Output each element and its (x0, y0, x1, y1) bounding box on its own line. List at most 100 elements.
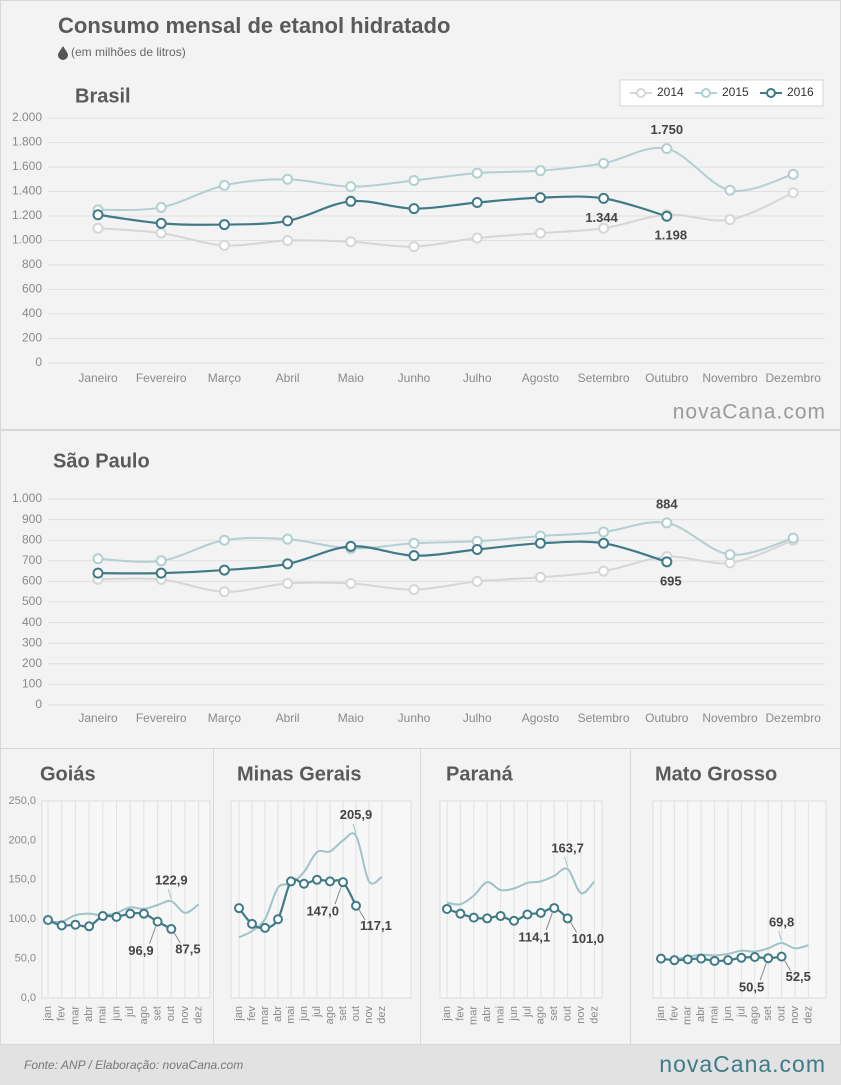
brasil-panel (0, 0, 841, 430)
data-point (351, 900, 361, 911)
x-tick-label: nov (789, 1006, 801, 1024)
data-point (471, 543, 483, 555)
y-tick-label: 500 (22, 594, 42, 608)
data-point (70, 919, 81, 930)
data-label: 1.750 (651, 122, 684, 137)
x-tick-label: mai (285, 1006, 297, 1024)
chart-title: Paraná (446, 763, 514, 785)
series-line (446, 867, 596, 906)
plot-area (230, 800, 412, 999)
y-tick-label: 1.400 (12, 184, 42, 198)
data-point (282, 558, 294, 570)
chart-title: Mato Grosso (655, 763, 777, 785)
y-tick-label: 50,0 (15, 953, 36, 965)
data-label: 96,9 (128, 943, 153, 958)
data-label: 50,5 (739, 980, 764, 995)
leader-line (784, 960, 792, 971)
data-point (282, 577, 294, 589)
x-tick-label: Junho (398, 371, 431, 385)
x-tick-label: ago (324, 1006, 336, 1024)
y-tick-label: 150,0 (8, 874, 36, 886)
y-tick-label: 1.000 (12, 491, 42, 505)
data-point (345, 540, 357, 552)
data-point (661, 517, 673, 529)
data-point (299, 878, 309, 889)
y-tick-label: 2.000 (12, 110, 42, 124)
data-point (345, 181, 357, 193)
brand-logo: novaCana.com (673, 401, 826, 424)
data-point (471, 197, 483, 209)
x-tick-label: Dezembro (766, 371, 822, 385)
data-point (166, 924, 177, 935)
data-point (709, 955, 720, 966)
x-tick-label: Junho (398, 711, 431, 725)
subtitle: (em milhões de litros) (71, 45, 186, 59)
data-point (482, 913, 493, 924)
legend-label: 2016 (787, 85, 814, 99)
data-point (218, 534, 230, 546)
chart-title: São Paulo (53, 450, 150, 472)
data-point (442, 903, 452, 914)
series-line (47, 911, 172, 931)
x-tick-label: abr (481, 1006, 493, 1022)
data-point (56, 920, 67, 931)
y-tick-label: 700 (22, 553, 42, 567)
data-point (338, 877, 348, 888)
y-tick-label: 600 (22, 282, 42, 296)
data-point (43, 914, 53, 925)
series-line (97, 540, 668, 575)
data-point (408, 584, 420, 596)
data-point (534, 192, 546, 204)
data-label: 1.198 (655, 228, 688, 243)
leader-line (570, 922, 578, 933)
leader-line (149, 926, 157, 944)
y-tick-label: 400 (22, 306, 42, 320)
x-tick-label: abr (272, 1006, 284, 1022)
data-point (408, 550, 420, 562)
y-tick-label: 250,0 (8, 795, 36, 807)
data-label: 695 (660, 573, 682, 588)
footer-bar (0, 1045, 841, 1085)
data-point (325, 876, 335, 887)
y-tick-label: 0 (35, 355, 42, 369)
data-point (84, 921, 95, 932)
data-point (661, 556, 673, 568)
x-tick-label: Novembro (702, 711, 758, 725)
data-point (468, 912, 479, 923)
data-label: 205,9 (340, 807, 373, 822)
data-point (345, 236, 357, 248)
leader-line (352, 823, 357, 834)
series-line (660, 955, 782, 963)
chart-title: Goiás (40, 763, 96, 785)
data-point (282, 173, 294, 185)
data-point (111, 911, 122, 922)
chart-title: Minas Gerais (237, 763, 362, 785)
x-tick-label: jul (521, 1006, 533, 1018)
x-tick-label: Novembro (702, 371, 758, 385)
x-tick-label: jun (298, 1006, 310, 1022)
y-tick-label: 200 (22, 656, 42, 670)
legend-swatch (766, 88, 776, 98)
x-tick-label: mar (468, 1006, 480, 1025)
data-point (776, 951, 787, 962)
y-tick-label: 200,0 (8, 834, 36, 846)
x-tick-label: Agosto (522, 371, 560, 385)
chart-title: Brasil (75, 85, 131, 107)
series-line (446, 906, 569, 922)
data-label: 884 (656, 496, 678, 511)
x-tick-label: Setembro (578, 371, 630, 385)
x-tick-label: Maio (338, 711, 364, 725)
leader-line (358, 909, 366, 920)
x-tick-label: ago (138, 1006, 150, 1024)
data-point (656, 953, 666, 964)
x-tick-label: mai (97, 1006, 109, 1024)
y-tick-label: 100,0 (8, 913, 36, 925)
data-point (155, 201, 167, 213)
data-point (598, 526, 610, 538)
data-label: 87,5 (175, 941, 200, 956)
brand-logo: novaCana.com (659, 1051, 826, 1077)
x-tick-label: Abril (276, 711, 300, 725)
x-tick-label: out (776, 1006, 788, 1021)
data-point (125, 908, 136, 919)
